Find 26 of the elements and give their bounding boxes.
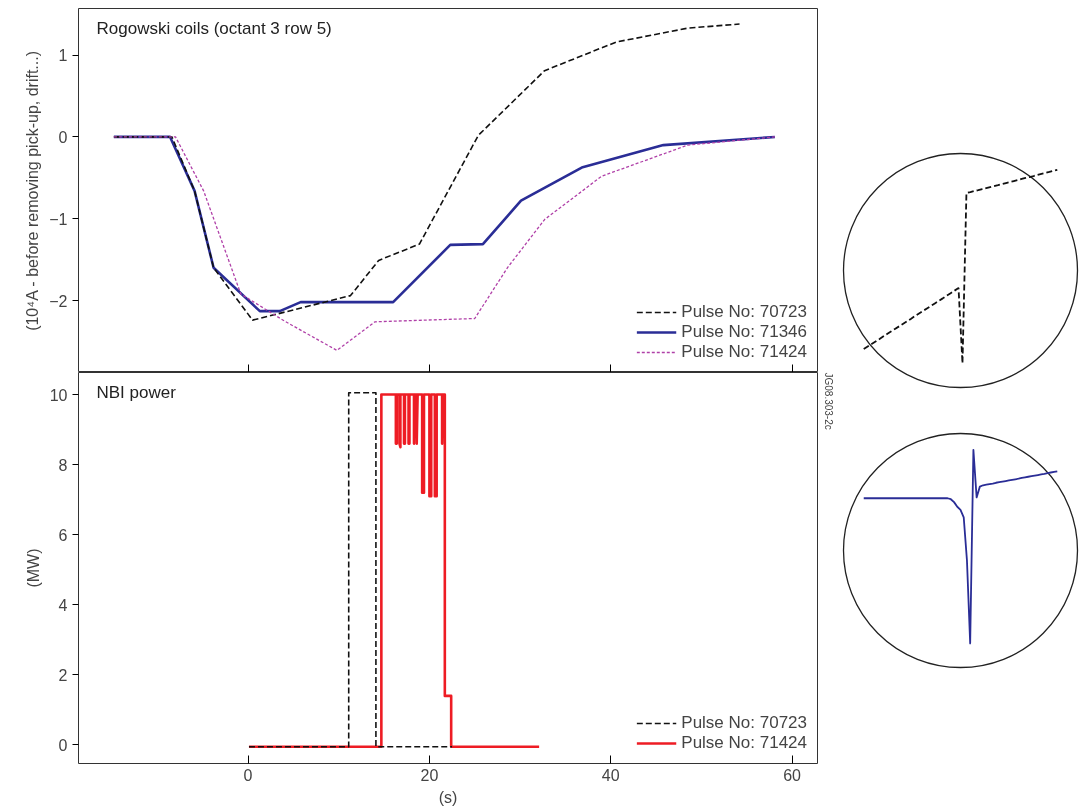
- y-tick-label: 0: [58, 128, 68, 146]
- y-tick-label: 8: [58, 456, 68, 474]
- y-tick-label: 10: [49, 386, 68, 404]
- y-tick-label: −2: [49, 292, 68, 310]
- legend-label: Pulse No: 70723: [681, 302, 807, 322]
- legend-label: Pulse No: 71346: [681, 322, 807, 342]
- y-tick-label: 1: [58, 47, 68, 65]
- y-axis-title: (MW): [24, 548, 42, 588]
- legend-label: Pulse No: 70723: [681, 713, 807, 733]
- text: Rogowski coils (octant 3 row 5): [96, 18, 332, 38]
- y-tick-label: 2: [58, 666, 68, 684]
- y-tick-label: 6: [58, 526, 68, 544]
- y-tick-label: 0: [58, 736, 68, 754]
- text: JG08.303-2c: [822, 372, 834, 430]
- y-tick-label: 4: [58, 596, 68, 614]
- legend-label: Pulse No: 71424: [681, 733, 807, 753]
- x-tick-label: 40: [601, 766, 620, 784]
- legend-label: Pulse No: 71424: [681, 342, 807, 362]
- y-tick-label: −1: [49, 210, 68, 228]
- y-axis-title: (10⁴A - before removing pick-up, drift...): [24, 51, 42, 331]
- x-tick-label: 20: [420, 766, 439, 784]
- x-tick-label: 0: [243, 766, 253, 784]
- x-tick-label: 60: [783, 766, 802, 784]
- text: NBI power: [96, 382, 177, 402]
- line-series: [247, 393, 541, 748]
- x-axis-title: (s): [438, 788, 458, 806]
